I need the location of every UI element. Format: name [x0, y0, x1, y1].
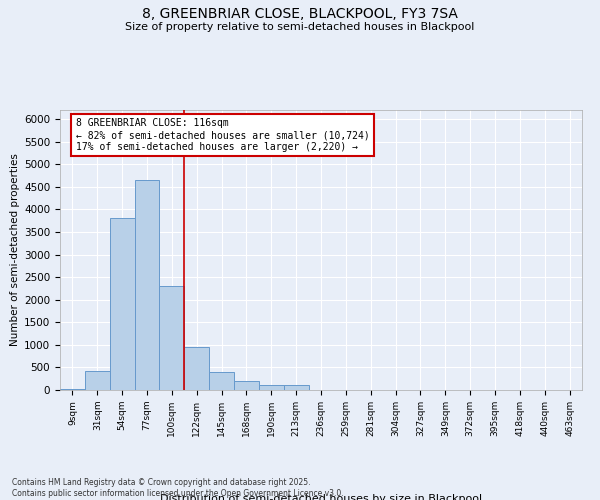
Bar: [60, 388, 85, 390]
X-axis label: Distribution of semi-detached houses by size in Blackpool: Distribution of semi-detached houses by …: [160, 494, 482, 500]
Bar: [259, 385, 284, 390]
Bar: [234, 381, 259, 390]
Y-axis label: Number of semi-detached properties: Number of semi-detached properties: [10, 154, 20, 346]
Text: Contains HM Land Registry data © Crown copyright and database right 2025.
Contai: Contains HM Land Registry data © Crown c…: [12, 478, 344, 498]
Bar: [184, 347, 209, 390]
Text: Size of property relative to semi-detached houses in Blackpool: Size of property relative to semi-detach…: [125, 22, 475, 32]
Text: 8, GREENBRIAR CLOSE, BLACKPOOL, FY3 7SA: 8, GREENBRIAR CLOSE, BLACKPOOL, FY3 7SA: [142, 8, 458, 22]
Text: 8 GREENBRIAR CLOSE: 116sqm
← 82% of semi-detached houses are smaller (10,724)
17: 8 GREENBRIAR CLOSE: 116sqm ← 82% of semi…: [76, 118, 370, 152]
Bar: [85, 370, 110, 390]
Bar: [284, 386, 308, 390]
Bar: [110, 218, 134, 390]
Bar: [134, 180, 160, 390]
Bar: [160, 286, 184, 390]
Bar: [209, 372, 234, 390]
